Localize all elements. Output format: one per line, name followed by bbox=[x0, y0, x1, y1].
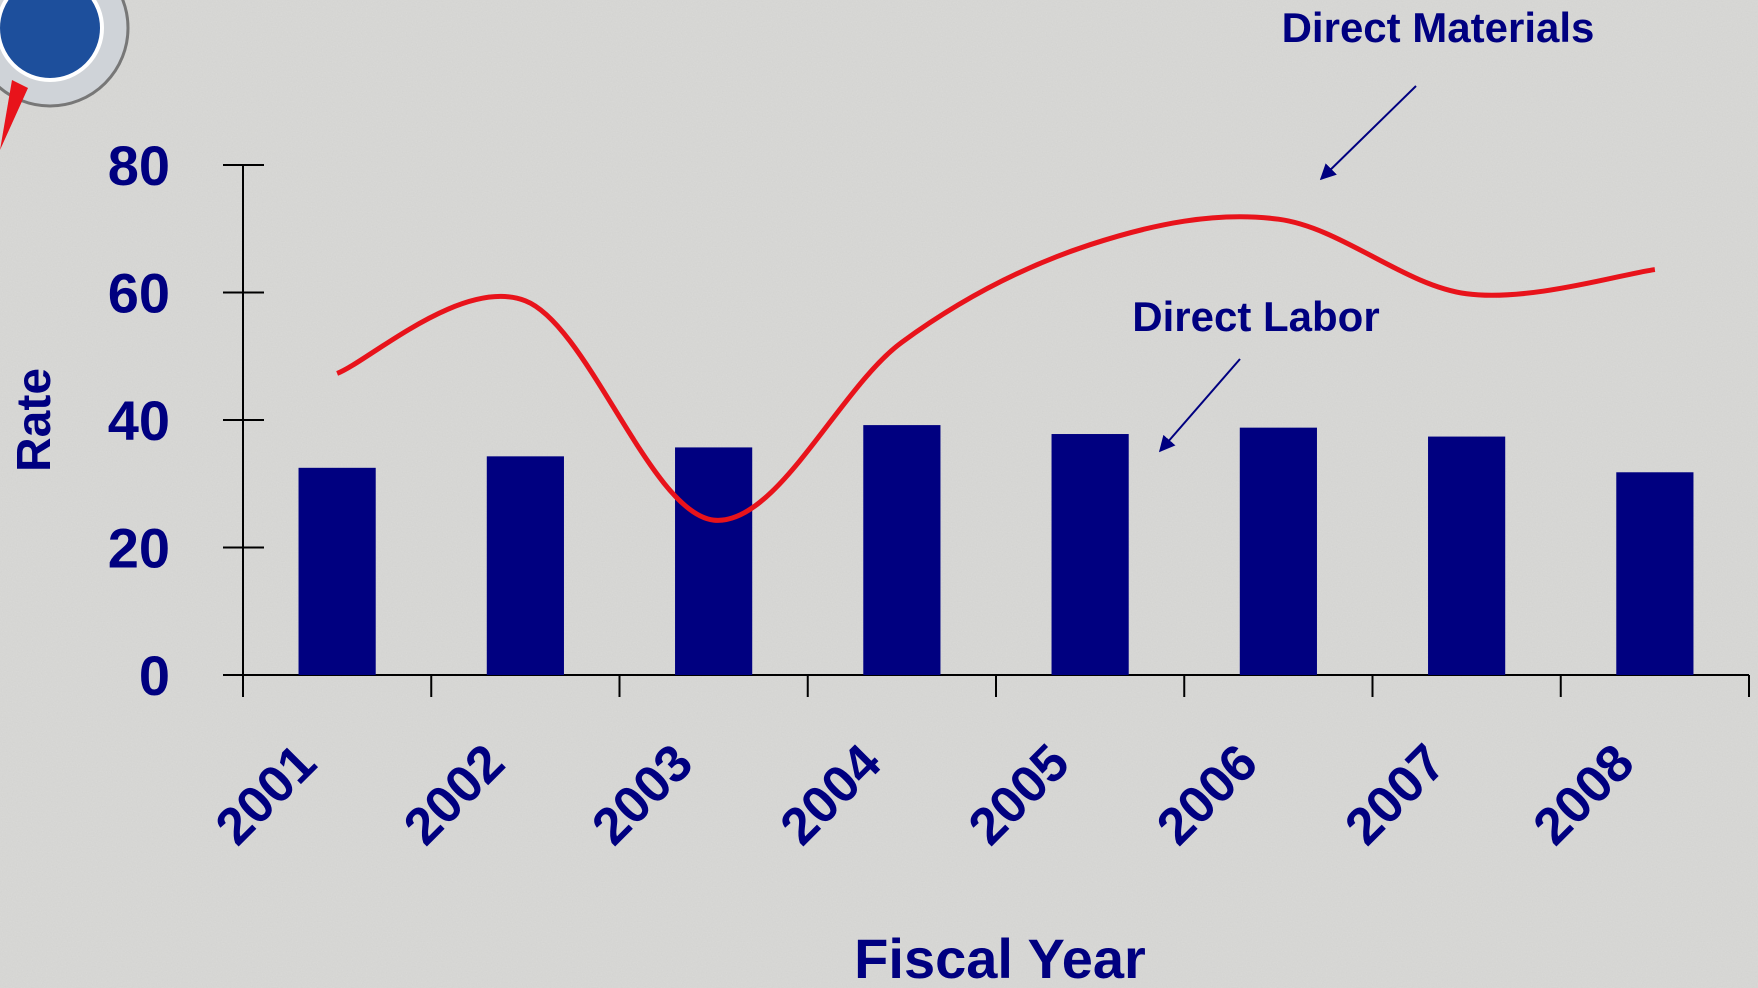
bar bbox=[1616, 472, 1694, 675]
bar bbox=[298, 467, 376, 675]
bar bbox=[675, 447, 753, 675]
y-tick-label: 0 bbox=[139, 644, 170, 707]
line bbox=[336, 214, 1656, 523]
bar bbox=[1051, 434, 1129, 675]
series-annotation: Direct Labor bbox=[1132, 293, 1379, 340]
annotation-arrow bbox=[1158, 358, 1241, 453]
y-tick-label: 80 bbox=[108, 134, 170, 197]
bar bbox=[863, 425, 941, 675]
annotation-arrow bbox=[1319, 85, 1417, 181]
logo bbox=[0, 0, 130, 150]
y-tick-label: 40 bbox=[108, 389, 170, 452]
x-axis-label: Fiscal Year bbox=[854, 927, 1146, 988]
bar bbox=[1428, 436, 1506, 675]
y-axis-label: Rate bbox=[8, 368, 61, 472]
y-tick-label: 20 bbox=[108, 517, 170, 580]
bar bbox=[1239, 427, 1317, 675]
series-annotation: Direct Materials bbox=[1282, 4, 1595, 51]
bar bbox=[486, 456, 564, 675]
y-tick-label: 60 bbox=[108, 262, 170, 325]
